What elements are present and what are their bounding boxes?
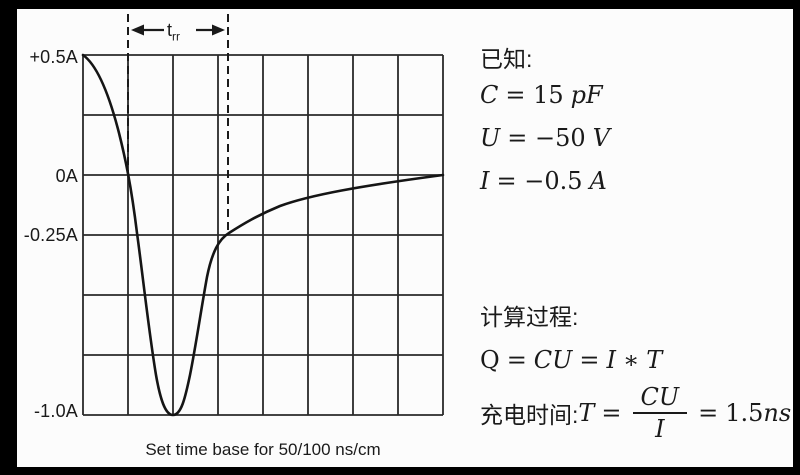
y-axis-label-minus-0-25A: -0.25A: [23, 225, 78, 245]
fraction-numerator: CU: [632, 384, 688, 414]
known-capacitance-line: C = 15 pF: [480, 81, 603, 109]
trr-arrowhead-left: [131, 24, 144, 36]
fraction-CU-over-I: CU I: [632, 384, 688, 443]
fraction-denominator: I: [655, 415, 665, 443]
equals-sign: =: [506, 346, 527, 374]
trr-label: trr: [167, 20, 180, 44]
asterisk-operator: ∗: [622, 346, 640, 374]
calc-title: 计算过程:: [480, 304, 579, 330]
known-current-line: I = −0.5 A: [480, 167, 607, 195]
charge-time-line: 充电时间: T = CU I = 1.5 ns: [480, 384, 791, 442]
equals-sign: =: [579, 346, 600, 374]
figure-panel: [17, 9, 793, 467]
time-base-caption: Set time base for 50/100 ns/cm: [145, 440, 381, 459]
var-C: C: [480, 81, 499, 109]
known-voltage-line: U = −50 V: [480, 124, 610, 152]
trr-symbol: t: [167, 20, 173, 40]
value-I: = −0.5: [496, 167, 583, 195]
charge-equation-line: Q = CU = I ∗ T: [480, 346, 662, 374]
value-U: = −50: [507, 124, 586, 152]
var-T: T: [646, 346, 663, 374]
unit-A: A: [589, 167, 607, 195]
trr-subscript: rr: [172, 29, 181, 44]
value-C: = 15: [505, 81, 564, 109]
grid-lines: [82, 54, 444, 416]
equals-sign: =: [601, 399, 622, 427]
var-I: I: [606, 346, 616, 374]
var-U: U: [480, 124, 501, 152]
var-I: I: [480, 167, 490, 195]
var-T: T: [578, 399, 595, 427]
y-axis-label-0A: 0A: [55, 166, 78, 186]
result-value: 1.5: [725, 399, 764, 427]
unit-pF: pF: [570, 81, 603, 109]
trr-arrowhead-right: [212, 24, 225, 36]
result-unit-ns: ns: [763, 399, 792, 427]
charge-time-prefix: 充电时间:: [480, 402, 579, 428]
y-axis-label-minus-1-0A: -1.0A: [33, 401, 78, 421]
unit-V: V: [592, 124, 610, 152]
var-Q: Q: [480, 346, 500, 374]
waveform-curve: [81, 53, 445, 417]
var-CU: CU: [533, 346, 573, 374]
y-axis-label-plus-0-5A: +0.5A: [29, 47, 78, 67]
known-title: 已知:: [480, 46, 533, 72]
equals-sign: =: [698, 399, 719, 427]
